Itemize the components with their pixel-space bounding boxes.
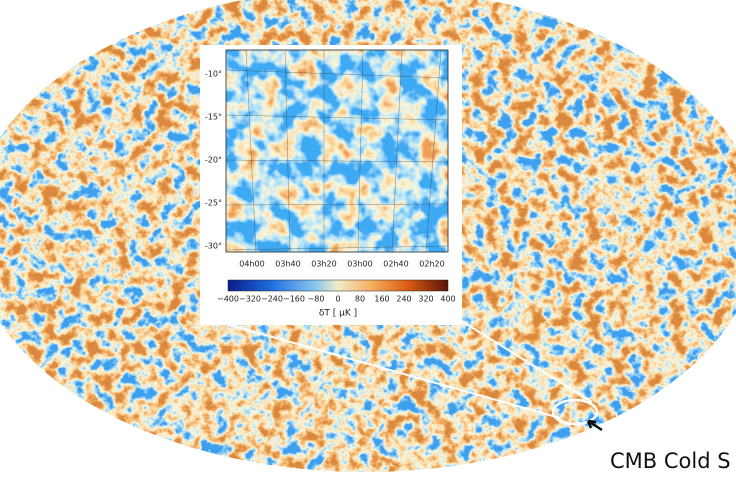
colorbar-tick-label: 400	[440, 295, 455, 304]
inset-grid	[225, 49, 449, 253]
arrow	[586, 419, 603, 432]
grid-line	[245, 49, 257, 253]
colorbar-tick-label: −400	[217, 295, 239, 304]
x-tick-label: 03h00	[347, 260, 372, 269]
cold-spot-ring	[551, 398, 599, 426]
grid-line	[225, 159, 449, 163]
y-tick-label: -20°	[205, 156, 222, 165]
x-tick-label: 02h20	[419, 260, 444, 269]
colorbar-tick-label: 320	[418, 295, 433, 304]
colorbar-label: δT [ μK ]	[319, 309, 357, 319]
x-tick-label: 03h20	[311, 260, 336, 269]
grid-line	[425, 49, 442, 253]
colorbar-tick-label: 240	[396, 295, 411, 304]
grid-line	[391, 49, 403, 253]
grid-line	[225, 245, 449, 251]
y-tick-label: -25°	[205, 199, 222, 208]
inset-map	[226, 50, 448, 252]
colorbar-tick-label: 0	[335, 295, 340, 304]
grid-line	[225, 114, 449, 121]
grid-line	[225, 69, 449, 79]
x-tick-label: 03h40	[275, 260, 300, 269]
grid-line	[357, 49, 364, 253]
annotation: CMB Cold S	[610, 449, 731, 473]
grid-line	[284, 49, 291, 253]
colorbar-tick-label: 80	[355, 295, 365, 304]
y-tick-label: -10°	[205, 70, 222, 79]
colorbar-tick-label: −160	[283, 295, 305, 304]
y-tick-label: -15°	[205, 113, 222, 122]
x-tick-label: 02h40	[383, 260, 408, 269]
colorbar-tick-label: −80	[308, 295, 325, 304]
y-tick-label: -30°	[205, 242, 222, 251]
colorbar-tick-label: −320	[239, 295, 261, 304]
zoom-line	[459, 319, 593, 403]
inset-frame	[225, 49, 449, 253]
zoom-line	[229, 324, 561, 419]
colorbar-tick-label: −240	[261, 295, 283, 304]
x-tick-label: 04h00	[239, 260, 264, 269]
colorbar-tick-label: 160	[374, 295, 389, 304]
grid-line	[225, 203, 449, 206]
colorbar	[227, 279, 449, 292]
